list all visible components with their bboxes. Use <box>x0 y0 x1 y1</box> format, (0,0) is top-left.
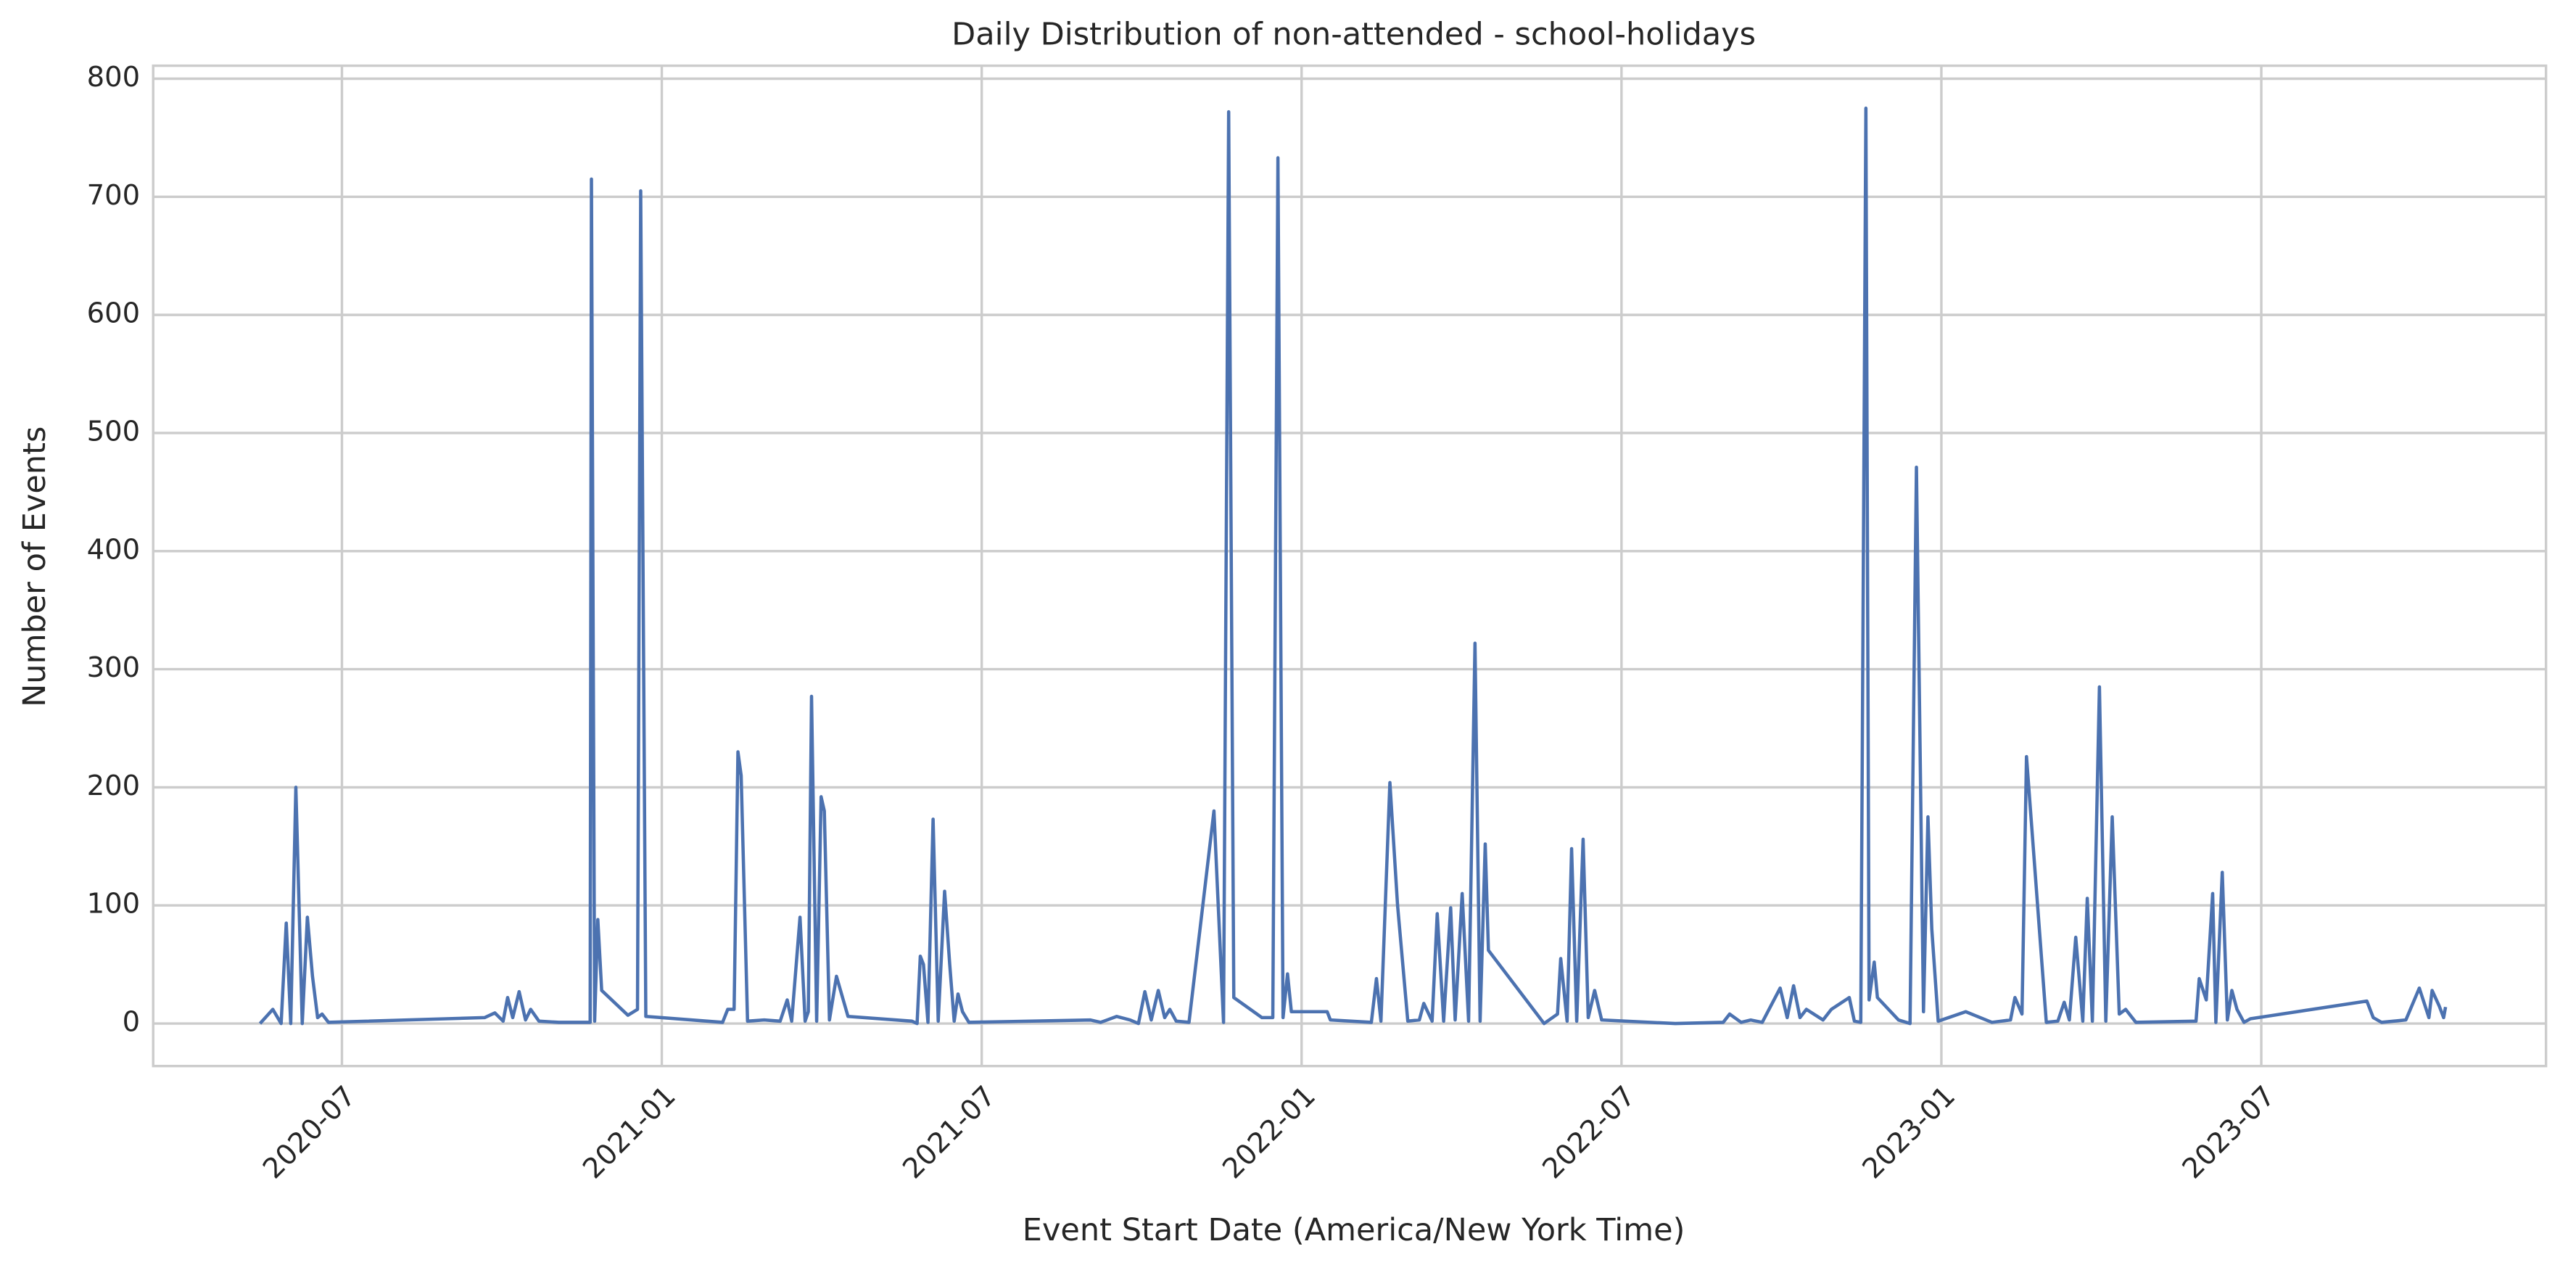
y-tick-label: 500 <box>87 415 140 448</box>
y-tick-label: 600 <box>87 297 140 330</box>
y-tick-label: 200 <box>87 770 140 802</box>
y-tick-label: 0 <box>123 1006 141 1039</box>
y-tick-label: 300 <box>87 651 140 684</box>
y-tick-label: 400 <box>87 533 140 566</box>
x-axis-label: Event Start Date (America/New York Time) <box>1023 1212 1685 1248</box>
plot-frame <box>152 64 2548 1068</box>
y-tick-label: 800 <box>87 61 140 94</box>
y-axis-label: Number of Events <box>17 427 53 707</box>
chart-title: Daily Distribution of non-attended - sch… <box>951 16 1756 52</box>
y-tick-label: 700 <box>87 179 140 212</box>
y-tick-label: 100 <box>87 888 140 920</box>
data-line <box>258 106 2448 1026</box>
